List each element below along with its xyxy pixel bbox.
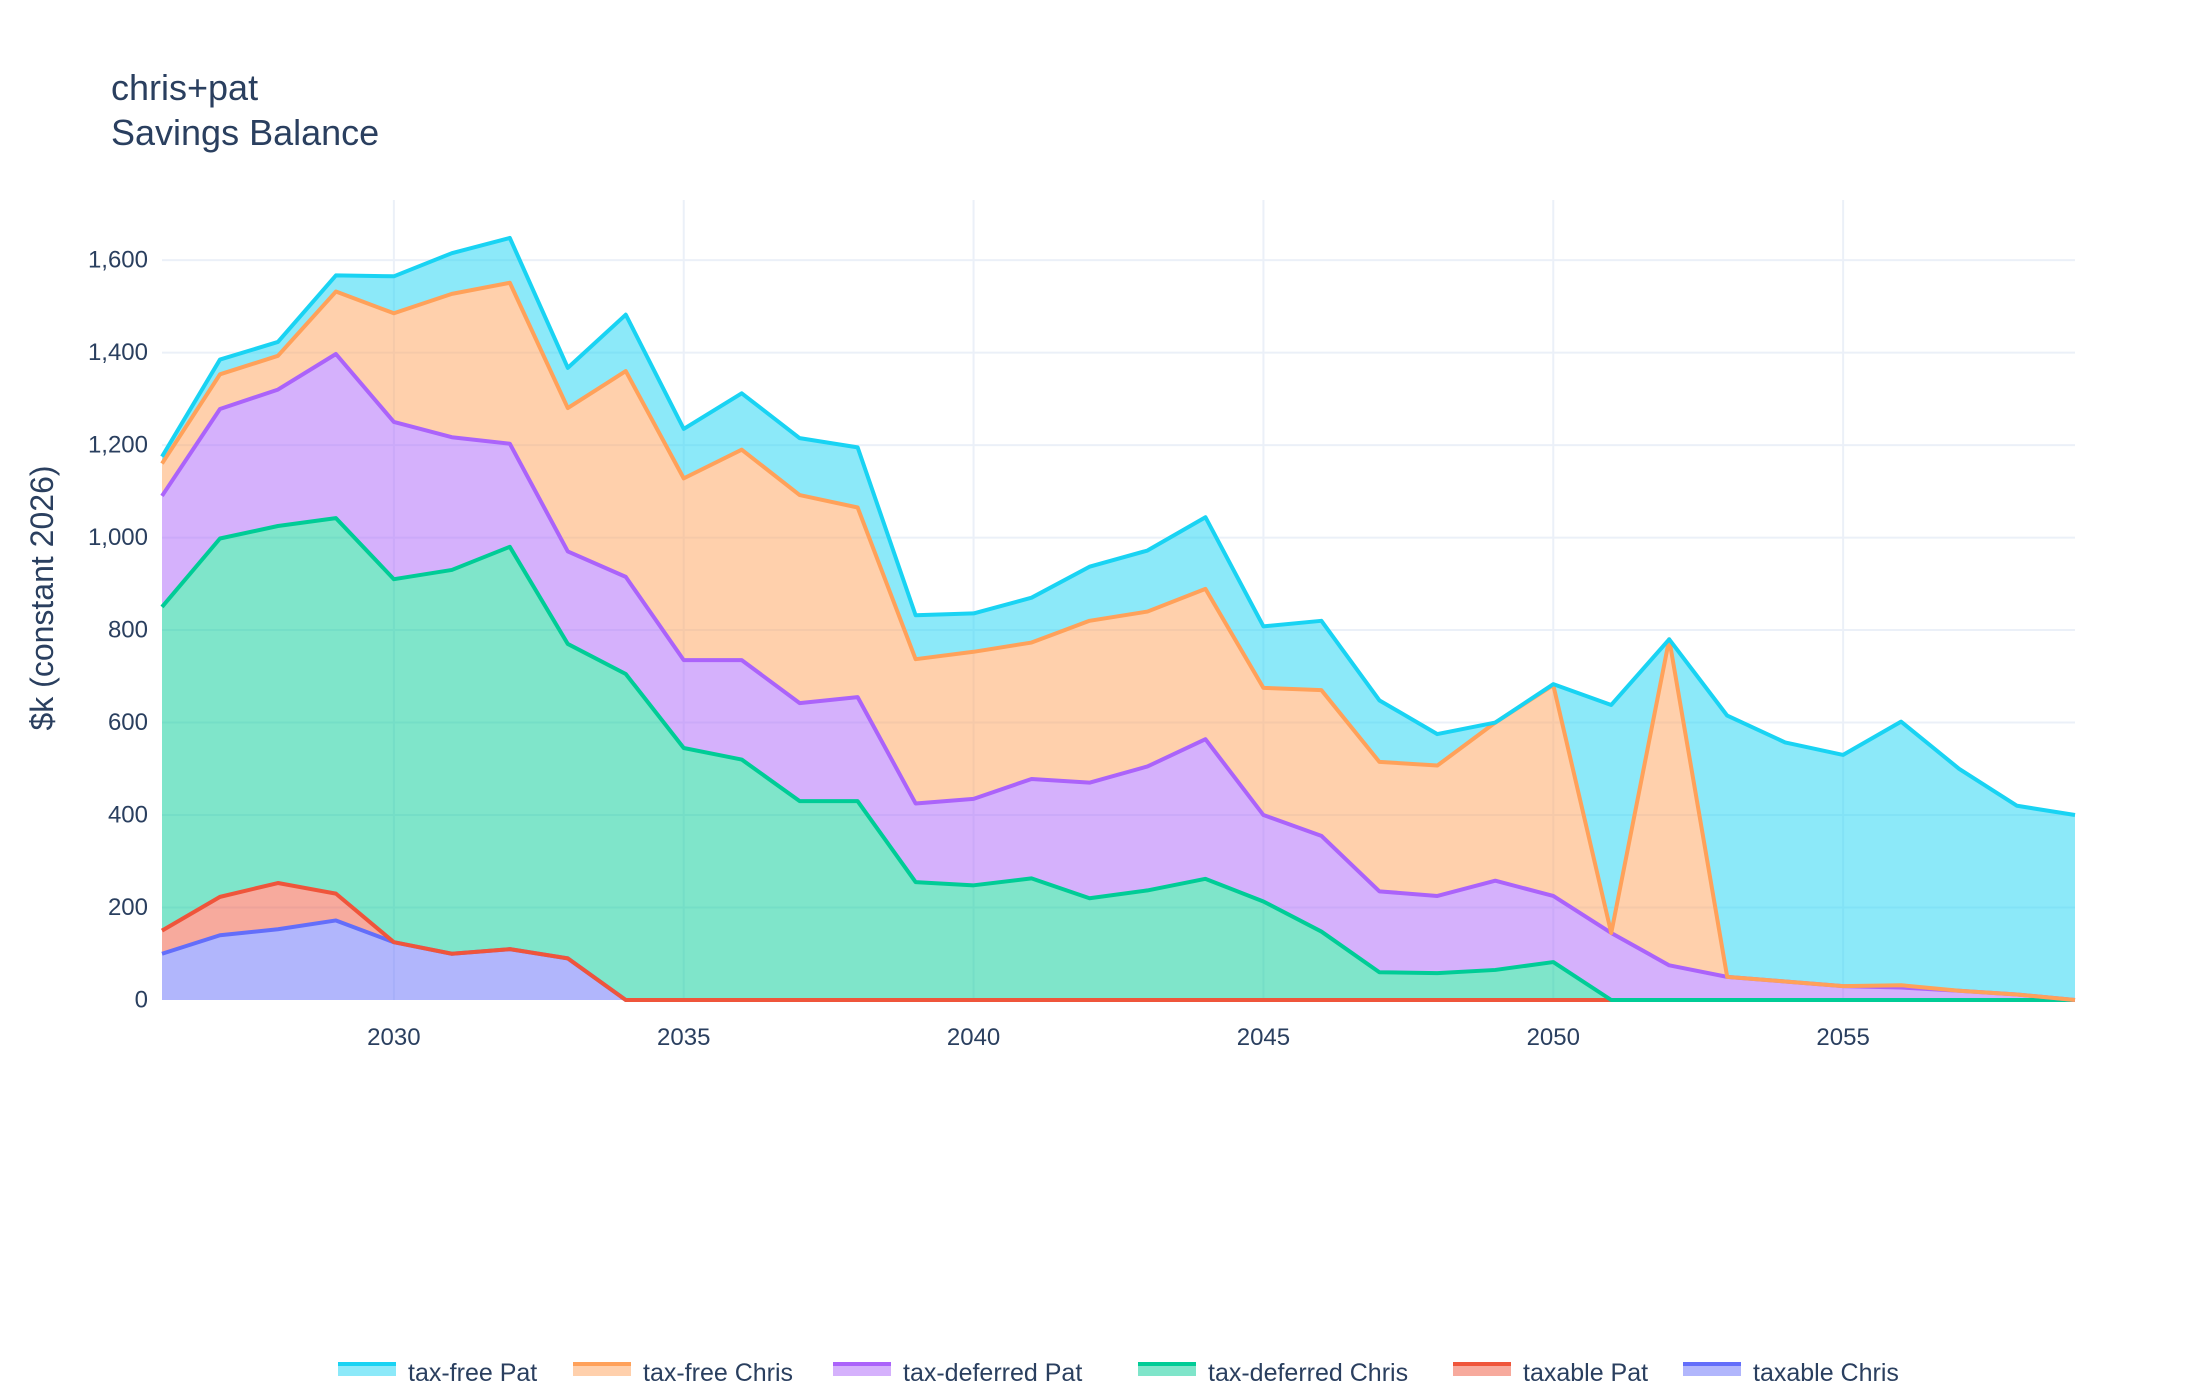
chart-subtitle: Savings Balance xyxy=(111,112,379,153)
legend-item-taxable-chris[interactable]: taxable Chris xyxy=(1683,1359,1899,1387)
legend-label: taxable Pat xyxy=(1523,1359,1648,1387)
x-tick-label: 2030 xyxy=(367,1024,420,1051)
y-tick-label: 800 xyxy=(108,617,148,644)
legend-item-tax-free-pat[interactable]: tax-free Pat xyxy=(338,1359,537,1387)
legend-label: tax-deferred Pat xyxy=(903,1359,1082,1387)
chart-title: chris+pat xyxy=(111,67,258,108)
y-tick-label: 1,600 xyxy=(88,247,148,274)
legend-swatch xyxy=(573,1364,631,1376)
legend-item-tax-free-chris[interactable]: tax-free Chris xyxy=(573,1359,793,1387)
legend-label: tax-free Chris xyxy=(643,1359,793,1387)
y-tick-label: 1,400 xyxy=(88,339,148,366)
legend-swatch xyxy=(833,1364,891,1376)
legend-label: tax-free Pat xyxy=(408,1359,537,1387)
line-tax-free-chris xyxy=(160,280,2076,1002)
y-tick-label: 200 xyxy=(108,894,148,921)
area-tax-free-chris xyxy=(162,282,2075,1000)
y-axis-ticks: 0 200 400 600 800 1,000 1,200 1,400 1,600 xyxy=(88,247,148,1014)
y-tick-label: 400 xyxy=(108,802,148,829)
x-tick-label: 2035 xyxy=(657,1024,710,1051)
x-tick-label: 2055 xyxy=(1816,1024,1869,1051)
y-tick-label: 1,200 xyxy=(88,432,148,459)
y-tick-label: 1,000 xyxy=(88,524,148,551)
legend-swatch xyxy=(1683,1364,1741,1376)
area-tax-deferred-pat xyxy=(162,353,2075,1000)
legend-swatch xyxy=(1453,1364,1511,1376)
x-tick-label: 2040 xyxy=(947,1024,1000,1051)
legend-swatch xyxy=(338,1364,396,1376)
series-lines xyxy=(160,235,2076,1002)
area-tax-deferred-chris xyxy=(162,518,2075,1000)
line-tax-free-pat xyxy=(160,235,2076,818)
line-tax-deferred-chris xyxy=(160,516,2075,1002)
legend-label: tax-deferred Chris xyxy=(1208,1359,1408,1387)
x-axis-ticks: 2030 2035 2040 2045 2050 2055 xyxy=(367,1024,1870,1051)
legend[interactable]: tax-free Pat tax-free Chris tax-deferred P… xyxy=(338,1359,1899,1387)
y-axis-title: $k (constant 2026) xyxy=(24,465,60,730)
legend-label: taxable Chris xyxy=(1753,1359,1899,1387)
legend-swatch xyxy=(1138,1364,1196,1376)
legend-item-tax-deferred-chris[interactable]: tax-deferred Chris xyxy=(1138,1359,1408,1387)
x-tick-label: 2045 xyxy=(1237,1024,1290,1051)
y-tick-label: 600 xyxy=(108,709,148,736)
y-tick-label: 0 xyxy=(135,987,148,1014)
area-tax-free-pat xyxy=(162,237,2075,1001)
x-tick-label: 2050 xyxy=(1527,1024,1580,1051)
legend-item-tax-deferred-pat[interactable]: tax-deferred Pat xyxy=(833,1359,1082,1387)
legend-item-taxable-pat[interactable]: taxable Pat xyxy=(1453,1359,1648,1387)
